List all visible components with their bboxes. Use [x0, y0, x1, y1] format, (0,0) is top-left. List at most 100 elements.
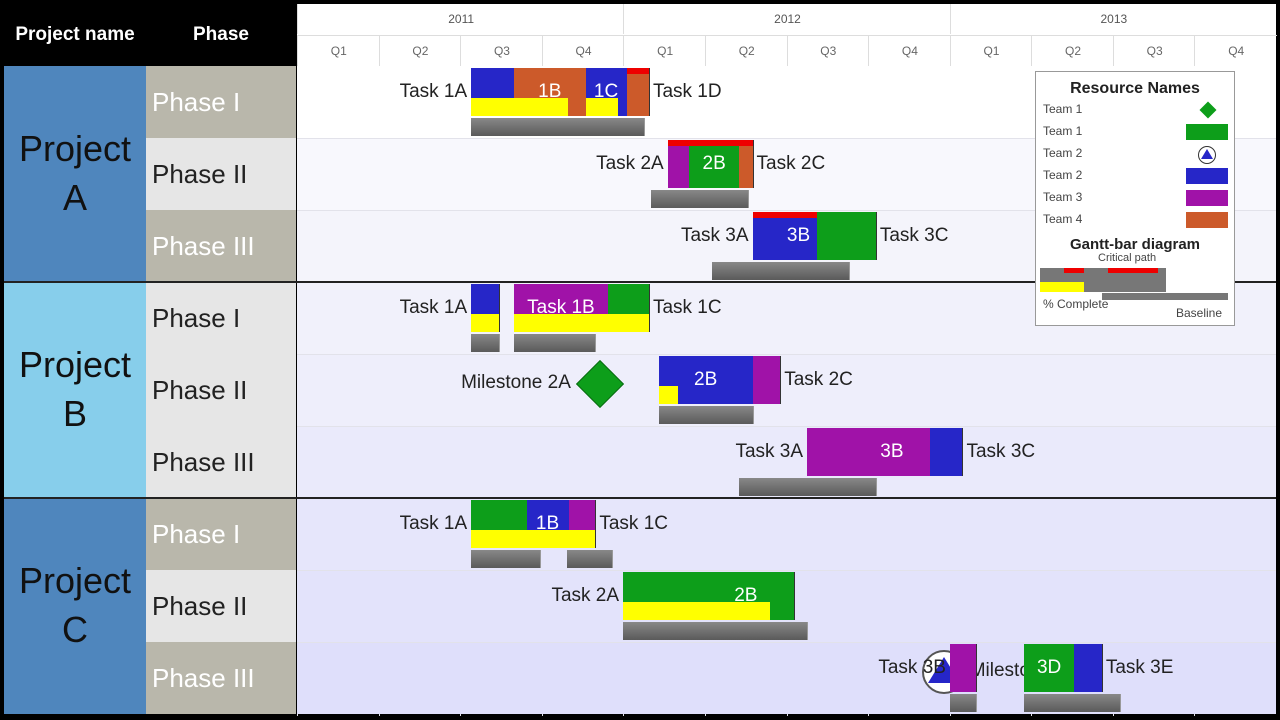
- task-bar: [739, 140, 754, 188]
- task-bar: [626, 68, 650, 116]
- legend-swatch: [1186, 212, 1228, 228]
- percent-complete-fill: [471, 530, 527, 548]
- legend-item-label: Team 1: [1043, 124, 1083, 138]
- row-divider: [297, 642, 1276, 643]
- phase-label: Phase II: [146, 354, 296, 426]
- task-label: Task 1A: [399, 513, 468, 534]
- task-label: Task 1C: [599, 513, 668, 534]
- row-divider: [297, 570, 1276, 571]
- baseline-bar: [1074, 694, 1121, 712]
- legend-item-label: Team 1: [1043, 102, 1083, 116]
- critical-path-marker: [752, 212, 781, 218]
- baseline-bar: [471, 550, 516, 568]
- project-name: Project B: [18, 344, 132, 434]
- row-background: [297, 498, 1276, 570]
- timeline-header: 2011 2012 2013 Q1 Q2 Q3 Q4 Q1 Q2 Q3 Q4 Q1 Q2 Q3 Q4: [297, 4, 1277, 66]
- task-label: Task 3A: [680, 225, 749, 246]
- baseline-bar: [607, 118, 646, 136]
- baseline-bar: [1024, 694, 1076, 712]
- baseline-bar: [650, 190, 691, 208]
- task-bar: [816, 212, 877, 260]
- row-background: [297, 354, 1276, 426]
- task-bar: [1074, 644, 1103, 692]
- year-label: 2013: [949, 4, 1277, 34]
- task-bar: 2B: [689, 140, 741, 188]
- task-bar: [471, 284, 500, 332]
- baseline-bar: [789, 262, 851, 280]
- phase-column-header: Phase: [146, 4, 296, 66]
- project-column-header: Project name: [4, 4, 146, 66]
- legend-sample-baseline: [1102, 293, 1228, 300]
- baseline-bar: [658, 406, 754, 424]
- task-label: Task 2C: [756, 153, 826, 174]
- percent-complete-fill: [514, 314, 608, 332]
- percent-complete-fill: [623, 602, 699, 620]
- task-label: 1B: [538, 81, 562, 102]
- quarter-label: Q1: [623, 35, 706, 66]
- baseline-bar: [712, 262, 750, 280]
- baseline-bar: [514, 334, 597, 352]
- baseline-bar: [623, 622, 809, 640]
- year-label: 2011: [297, 4, 624, 34]
- task-bar: 3B: [853, 428, 932, 476]
- quarter-label: Q1: [949, 35, 1033, 66]
- phase-name: Phase III: [152, 230, 255, 261]
- quarter-label: Q4: [541, 35, 625, 66]
- phase-label: Phase III: [146, 426, 296, 498]
- year-label: 2012: [623, 4, 950, 34]
- phase-name: Phase I: [152, 86, 241, 117]
- phase-name: Phase III: [152, 662, 255, 693]
- project-name: Project A: [18, 128, 132, 218]
- legend-triangle-icon: [1198, 146, 1216, 164]
- task-bar: 1B: [526, 500, 570, 548]
- legend-complete-label: % Complete: [1043, 297, 1109, 311]
- critical-path-marker: [667, 140, 690, 146]
- phase-label: Phase I: [146, 498, 296, 570]
- task-bar: 3D: [1024, 644, 1076, 692]
- task-label: 1C: [593, 81, 619, 102]
- legend-sample-critical-1: [1064, 268, 1084, 273]
- percent-complete-fill: [698, 602, 770, 620]
- phase-name: Phase II: [152, 590, 248, 621]
- legend-item-label: Team 2: [1043, 146, 1083, 160]
- quarter-label: Q2: [704, 35, 788, 66]
- baseline-bar: [739, 478, 877, 496]
- legend-sample-critical-2: [1108, 268, 1158, 273]
- task-label: 1B: [535, 513, 560, 534]
- quarter-label: Q4: [1194, 35, 1277, 66]
- phase-label: Phase II: [146, 138, 296, 210]
- task-bar: [752, 356, 782, 404]
- baseline-bar: [566, 550, 614, 568]
- legend-title: Resource Names: [1070, 80, 1200, 97]
- percent-complete-fill: [514, 98, 568, 116]
- baseline-bar: [514, 550, 541, 568]
- quarter-label: Q2: [1031, 35, 1114, 66]
- legend-swatch: [1186, 190, 1228, 206]
- quarter-label: Q3: [460, 35, 543, 66]
- legend-item-label: Team 4: [1043, 212, 1083, 226]
- task-label: 3B: [786, 225, 811, 246]
- baseline-bar: [949, 694, 977, 712]
- task-bar: 2B: [658, 356, 754, 404]
- legend-item-label: Team 2: [1043, 168, 1083, 182]
- phase-label: Phase II: [146, 570, 296, 642]
- task-label: Task 1A: [399, 297, 468, 318]
- percent-complete-fill: [568, 530, 596, 548]
- task-label: Task 3C: [966, 441, 1036, 462]
- task-bar: 1B: [514, 68, 587, 116]
- task-bar: [807, 428, 855, 476]
- percent-complete-fill: [658, 386, 678, 404]
- percent-complete-fill: [526, 530, 569, 548]
- project-name: Project C: [18, 560, 132, 650]
- percent-complete-fill: [585, 98, 619, 116]
- task-label: Task 3A: [735, 441, 804, 462]
- quarter-label: Q3: [1112, 35, 1196, 66]
- phase-label: Phase I: [146, 66, 296, 138]
- task-label: Task 3C: [879, 225, 949, 246]
- baseline-bar: [471, 118, 516, 136]
- task-label: 3D: [1036, 657, 1062, 678]
- task-label: Task 3E: [1105, 657, 1174, 678]
- task-label: Task 1A: [399, 81, 468, 102]
- quarter-label: Q4: [868, 35, 951, 66]
- percent-complete-fill: [607, 314, 649, 332]
